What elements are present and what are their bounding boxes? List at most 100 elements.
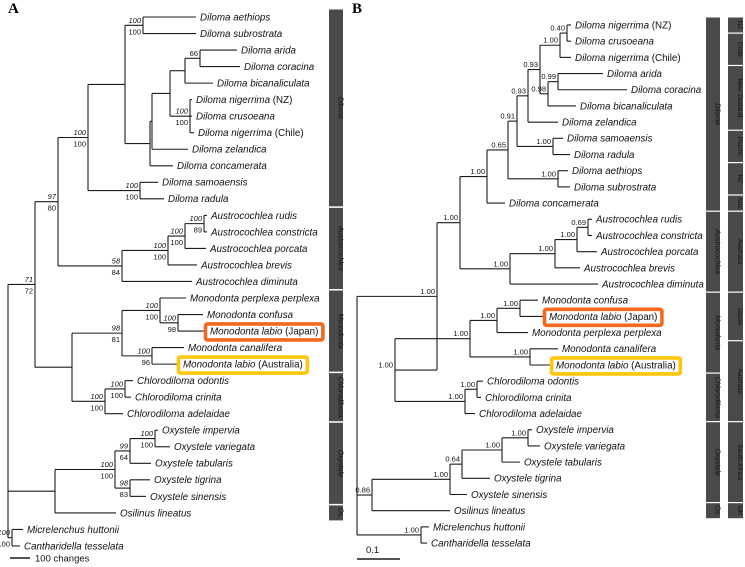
taxon-label: Austrocochlea constricta <box>595 231 703 242</box>
taxon-label: Diloma zelandica <box>562 118 637 129</box>
genus-bar-label: Os. <box>337 507 344 518</box>
taxon-label: Chlorodiloma crinita <box>485 393 572 404</box>
support-value: 100 <box>90 403 103 412</box>
support-value: 100 <box>73 139 86 148</box>
genus-bar <box>706 373 720 422</box>
genus-bar-label: Oxystele <box>337 450 344 477</box>
genus-bar-label: Chlorodiloma <box>714 377 721 418</box>
support-value: 1.00 <box>538 244 553 253</box>
support-value: 100 <box>0 528 11 537</box>
tree-branches <box>7 16 240 547</box>
taxon-label: Diloma radula <box>574 150 635 161</box>
taxon-label: Austrocochlea rudis <box>210 211 297 222</box>
taxon-label: Micrelenchus huttonii <box>27 525 120 536</box>
taxon-label: Chlorodiloma crinita <box>135 393 222 404</box>
support-value: 100 <box>170 238 183 247</box>
taxon-label: Monodonta labio (Japan) <box>210 326 318 337</box>
genus-bar <box>706 503 720 519</box>
taxon-label: Oxystele variegata <box>544 441 626 452</box>
taxon-label: Austrocochlea porcata <box>209 244 308 255</box>
support-value: 84 <box>112 268 120 277</box>
genus-bar <box>706 17 720 211</box>
support-value: 1.00 <box>560 230 575 239</box>
support-value: 100 <box>90 392 103 401</box>
panel-b-label: B <box>352 1 363 17</box>
panel-a-label: A <box>8 1 19 17</box>
support-value: 1.00 <box>511 428 526 437</box>
location-bar <box>728 66 743 130</box>
location-bar-label: UK <box>736 506 743 516</box>
taxon-label: Diloma aethiops <box>200 12 270 23</box>
support-value: 97 <box>48 192 57 201</box>
support-value: 100 <box>0 540 10 549</box>
location-bar-label: Australia <box>736 368 743 394</box>
taxon-label: Monodonta labio (Australia) <box>556 360 676 371</box>
support-value: 98 <box>120 479 129 488</box>
highlight-box-orange <box>542 307 664 328</box>
highlight-box-orange <box>203 322 325 342</box>
support-value: 89 <box>194 226 202 235</box>
taxon-label: Diloma samoaensis <box>162 178 248 189</box>
support-value: 100 <box>170 227 183 236</box>
genus-bar-label: Oxystele <box>714 449 721 476</box>
taxon-label: Monodonta labio (Australia) <box>183 360 303 371</box>
taxon-label: Monodonta canalifera <box>188 343 283 354</box>
genus-bar <box>706 211 720 292</box>
taxon-label: Diloma zelandica <box>192 145 267 156</box>
genus-bar-label: Diloma <box>714 103 721 125</box>
support-value: 83 <box>120 490 128 499</box>
support-value: 100 <box>145 301 158 310</box>
taxon-label: Osilinus lineatus <box>120 508 191 519</box>
location-bar <box>728 422 743 503</box>
support-value: 100 <box>175 107 188 116</box>
support-value: 1.00 <box>443 213 458 222</box>
genus-bar <box>329 9 343 207</box>
support-value: 1.00 <box>543 36 558 45</box>
support-value: 100 <box>153 241 166 250</box>
support-value: 1.00 <box>460 380 475 389</box>
taxon-label: Chlorodiloma odontis <box>137 376 229 387</box>
genus-bar-label: Austrocochlea <box>337 225 344 270</box>
location-bar <box>728 163 743 195</box>
taxon-label: Diloma subrostrata <box>200 29 283 40</box>
location-bar-label: Aus <box>736 197 743 209</box>
support-value: 72 <box>25 286 33 295</box>
taxon-label: Diloma bicanaliculata <box>217 79 310 90</box>
genus-bar <box>329 290 343 372</box>
taxon-label: Diloma arida <box>607 69 663 80</box>
support-value: 1.00 <box>470 167 485 176</box>
support-value: 1.00 <box>503 299 518 308</box>
support-value: 100 <box>110 379 123 388</box>
support-value: 0.69 <box>571 218 586 227</box>
location-bar-label: New Zealand <box>736 78 743 117</box>
genus-bar <box>706 422 720 503</box>
genus-bar <box>329 505 343 521</box>
genus-bar-label: Austrocochlea <box>714 228 721 273</box>
genus-bar-label: Os. <box>714 505 721 516</box>
support-value: 100 <box>100 460 113 469</box>
taxon-label: Diloma subrostrata <box>574 182 657 193</box>
tree-labels: Diloma aethiops Diloma subrostrata 100 100 D… <box>0 12 325 552</box>
taxon-label: Monodonta perplexa perplexa <box>190 293 320 304</box>
taxon-label: Chlorodiloma adelaidae <box>127 409 230 420</box>
taxon-label: Oxystele tabularis <box>524 458 602 469</box>
location-bar-label: Japan <box>736 307 743 325</box>
taxon-label: Diloma nigerrima (NZ) <box>196 95 292 106</box>
support-value: 0.99 <box>541 72 556 81</box>
support-value: 64 <box>120 453 128 462</box>
support-value: 100 <box>100 472 113 481</box>
location-bar <box>728 130 743 163</box>
support-value: 100 <box>175 118 188 127</box>
location-bar <box>728 17 743 33</box>
taxon-label: Austrocochlea brevis <box>583 263 675 274</box>
taxon-label: Micrelenchus huttonii <box>433 522 526 533</box>
taxon-label: Austrocochlea diminuta <box>601 279 704 290</box>
location-bar-label: Australia <box>736 239 743 265</box>
support-value: 1.00 <box>480 311 495 320</box>
taxon-label: Diloma crusoeana <box>196 112 276 123</box>
support-value: 100 <box>163 313 176 322</box>
support-value: 0.64 <box>445 455 460 464</box>
genus-bar <box>329 422 343 504</box>
